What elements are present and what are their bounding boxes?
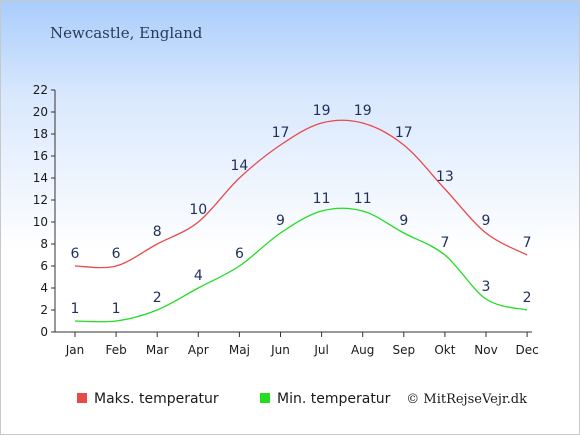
data-label-max: 14 bbox=[230, 158, 248, 174]
x-tick-label: Dec bbox=[515, 343, 538, 357]
data-label-max: 6 bbox=[112, 246, 121, 262]
data-label-min: 11 bbox=[354, 191, 372, 207]
x-tick-label: Maj bbox=[229, 343, 250, 357]
x-tick-label: Sep bbox=[392, 343, 415, 357]
series-line-min bbox=[74, 207, 528, 323]
x-tick-label: Nov bbox=[474, 343, 497, 357]
x-tick-label: Jan bbox=[65, 343, 85, 357]
legend-swatch-min bbox=[260, 393, 270, 403]
credit-text: © MitRejseVejr.dk bbox=[406, 392, 527, 407]
data-label-min: 7 bbox=[440, 235, 449, 251]
y-tick-label: 20 bbox=[33, 105, 48, 119]
legend-label-max: Maks. temperatur bbox=[94, 391, 219, 407]
y-tick-label: 4 bbox=[40, 281, 48, 295]
legend-swatch-max bbox=[77, 393, 87, 403]
y-tick-label: 2 bbox=[40, 303, 48, 317]
data-label-min: 9 bbox=[276, 213, 285, 229]
data-label-max: 9 bbox=[482, 213, 491, 229]
data-label-min: 3 bbox=[482, 279, 491, 295]
y-tick-label: 6 bbox=[40, 259, 48, 273]
x-tick-label: Feb bbox=[105, 343, 126, 357]
y-tick-label: 8 bbox=[40, 237, 48, 251]
x-tick-label: Okt bbox=[434, 343, 455, 357]
data-label-max: 17 bbox=[395, 125, 413, 141]
y-tick-label: 0 bbox=[40, 325, 48, 339]
data-label-max: 13 bbox=[436, 169, 454, 185]
y-tick-label: 10 bbox=[33, 215, 48, 229]
data-label-max: 8 bbox=[153, 224, 162, 240]
y-tick-label: 12 bbox=[33, 193, 48, 207]
data-label-min: 4 bbox=[194, 268, 203, 284]
data-label-min: 2 bbox=[523, 290, 532, 306]
x-tick-label: Jul bbox=[313, 343, 328, 357]
data-label-max: 17 bbox=[272, 125, 290, 141]
data-label-min: 2 bbox=[153, 290, 162, 306]
x-tick-label: Aug bbox=[351, 343, 374, 357]
chart-title: Newcastle, England bbox=[50, 24, 203, 42]
data-label-min: 11 bbox=[313, 191, 331, 207]
legend: Maks. temperatur Min. temperatur bbox=[77, 391, 391, 407]
data-label-min: 1 bbox=[71, 301, 80, 317]
data-label-max: 19 bbox=[313, 103, 331, 119]
data-label-min: 1 bbox=[112, 301, 121, 317]
data-label-min: 6 bbox=[235, 246, 244, 262]
y-tick-label: 22 bbox=[33, 83, 48, 97]
data-label-max: 6 bbox=[71, 246, 80, 262]
series-line-max bbox=[74, 119, 528, 269]
data-label-max: 19 bbox=[354, 103, 372, 119]
x-tick-label: Apr bbox=[188, 343, 209, 357]
y-tick-label: 18 bbox=[33, 127, 48, 141]
data-label-max: 7 bbox=[523, 235, 532, 251]
x-tick-label: Mar bbox=[146, 343, 169, 357]
data-label-max: 10 bbox=[189, 202, 207, 218]
y-tick-label: 16 bbox=[33, 149, 48, 163]
data-label-min: 9 bbox=[399, 213, 408, 229]
legend-label-min: Min. temperatur bbox=[277, 391, 391, 407]
x-tick-label: Jun bbox=[270, 343, 290, 357]
y-tick-label: 14 bbox=[33, 171, 48, 185]
